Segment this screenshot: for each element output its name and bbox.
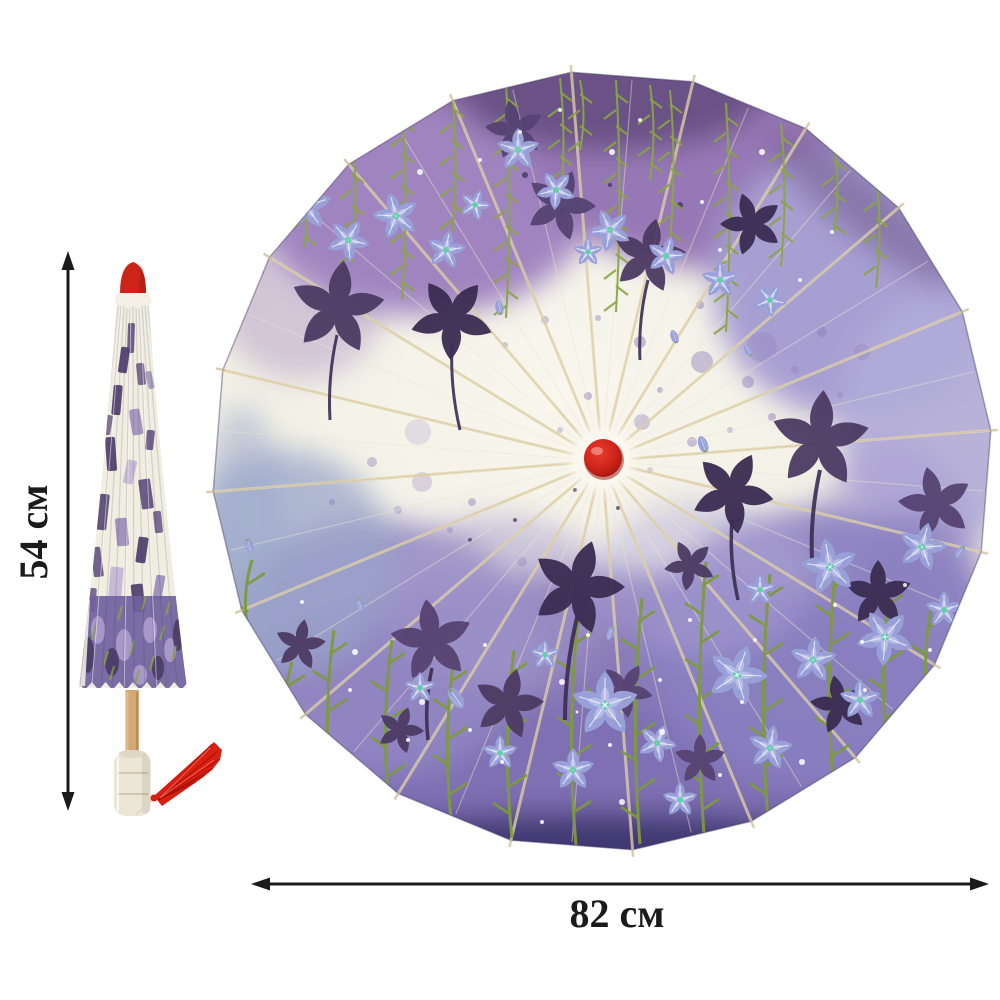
closed-canopy-print	[87, 322, 166, 613]
arrowhead-left-icon	[251, 877, 270, 891]
closed-umbrella	[79, 262, 222, 816]
handle	[114, 752, 151, 816]
handle-top	[118, 750, 147, 758]
wisteria-vines	[291, 77, 889, 335]
tassel-thread	[135, 799, 153, 815]
collar-bump	[123, 299, 133, 309]
collar-bump	[133, 299, 143, 309]
width-dimension: 82 см	[251, 877, 989, 936]
printed-flowers	[237, 100, 969, 815]
handle-shade	[142, 754, 150, 814]
hub-highlight	[591, 447, 603, 455]
width-label: 82 см	[570, 891, 665, 936]
height-dimension: 54 см	[11, 251, 75, 811]
center-hub	[568, 425, 636, 493]
sparkle-dots	[300, 108, 932, 824]
rib-tips	[206, 65, 998, 857]
height-label: 54 см	[11, 485, 56, 580]
wooden-shaft	[125, 690, 139, 756]
tassel	[150, 742, 222, 806]
paint-splatter-dots	[329, 172, 870, 567]
collar-bump	[114, 296, 124, 306]
red-tip-shade	[138, 265, 146, 293]
arrowhead-down-icon	[61, 792, 75, 811]
open-umbrella	[206, 65, 998, 857]
red-tip-cap	[120, 262, 146, 293]
hub-red-ball	[584, 439, 622, 477]
arrowhead-up-icon	[61, 251, 75, 270]
arrowhead-right-icon	[970, 877, 989, 891]
collar-bump	[142, 296, 152, 306]
